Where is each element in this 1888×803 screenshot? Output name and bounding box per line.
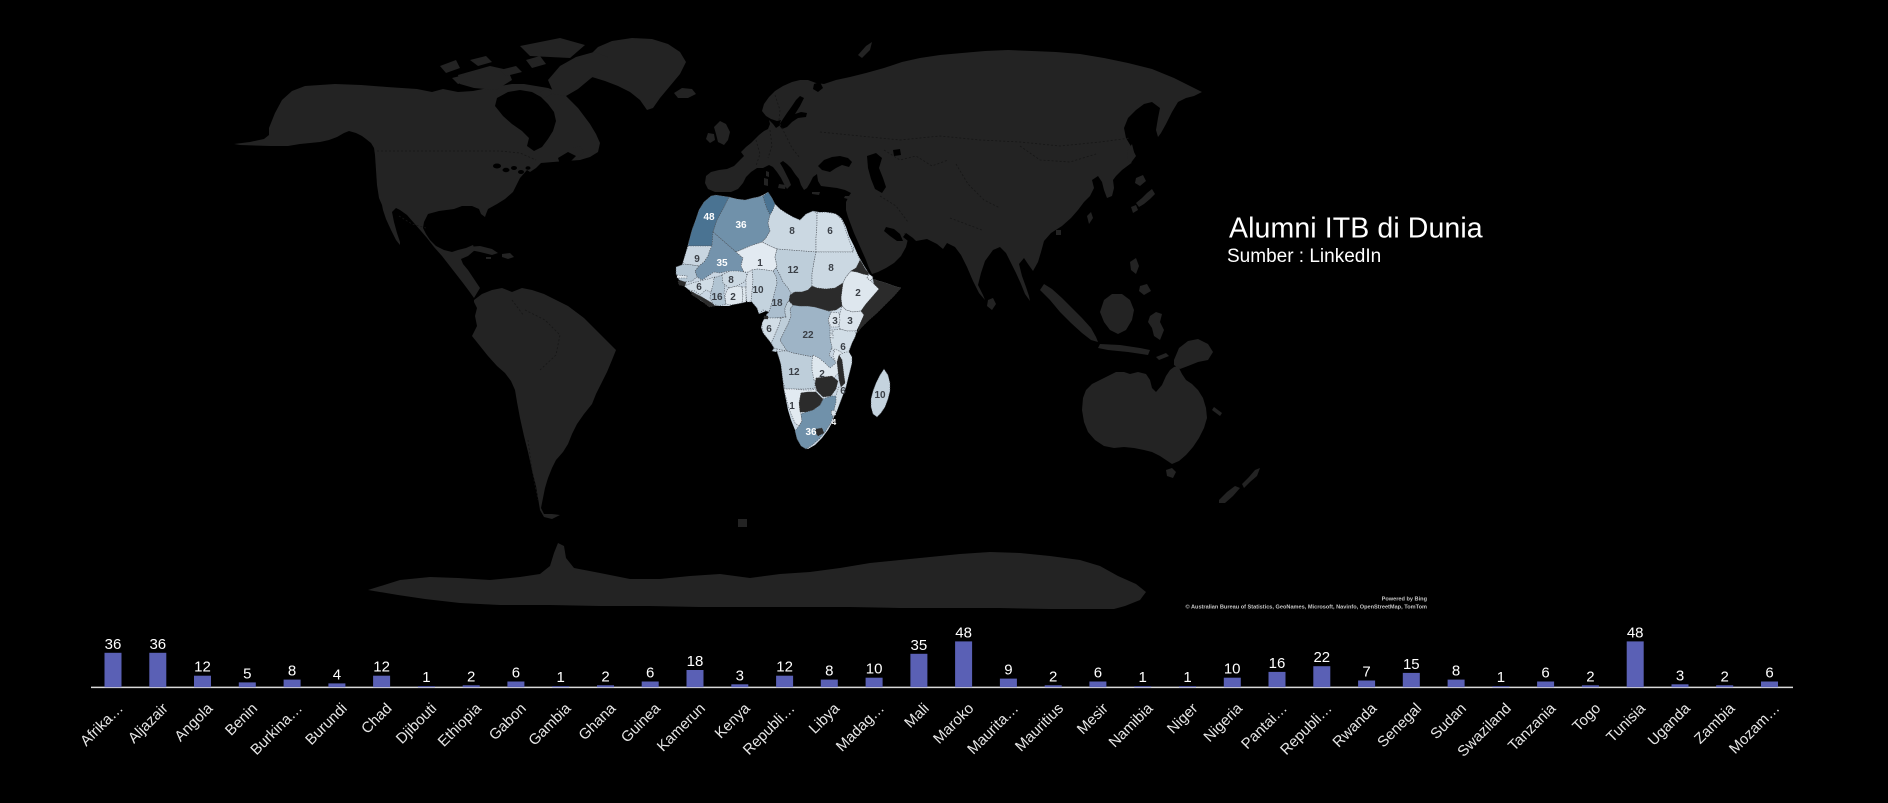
svg-text:6: 6 xyxy=(840,386,846,397)
svg-text:8: 8 xyxy=(828,263,834,274)
svg-text:35: 35 xyxy=(911,637,928,654)
svg-text:48: 48 xyxy=(955,624,972,641)
svg-text:1: 1 xyxy=(1139,669,1147,686)
svg-text:2: 2 xyxy=(601,668,609,685)
svg-text:8: 8 xyxy=(825,663,833,680)
svg-text:12: 12 xyxy=(194,659,211,676)
svg-text:6: 6 xyxy=(766,324,772,335)
svg-text:36: 36 xyxy=(149,636,166,653)
svg-text:48: 48 xyxy=(703,212,715,223)
svg-text:1: 1 xyxy=(422,669,430,686)
svg-text:12: 12 xyxy=(787,265,799,276)
svg-text:8: 8 xyxy=(288,663,296,680)
svg-text:Alumni ITB di Dunia: Alumni ITB di Dunia xyxy=(1229,213,1483,245)
svg-text:8: 8 xyxy=(1452,663,1460,680)
svg-text:2: 2 xyxy=(819,369,825,380)
svg-text:4: 4 xyxy=(333,666,341,683)
svg-text:8: 8 xyxy=(789,226,795,237)
svg-text:9: 9 xyxy=(1004,662,1012,679)
svg-text:22: 22 xyxy=(802,330,814,341)
svg-text:6: 6 xyxy=(827,226,833,237)
svg-text:6: 6 xyxy=(1541,665,1549,682)
svg-text:5: 5 xyxy=(243,665,251,682)
svg-text:6: 6 xyxy=(840,342,846,353)
svg-text:16: 16 xyxy=(1269,655,1286,672)
svg-text:7: 7 xyxy=(1362,664,1370,681)
svg-text:2: 2 xyxy=(1721,668,1729,685)
svg-text:1: 1 xyxy=(1497,669,1505,686)
svg-text:2: 2 xyxy=(1586,668,1594,685)
svg-text:3: 3 xyxy=(832,316,838,327)
svg-text:2: 2 xyxy=(1049,668,1057,685)
svg-text:36: 36 xyxy=(805,427,817,438)
svg-text:6: 6 xyxy=(1094,665,1102,682)
svg-text:6: 6 xyxy=(1765,665,1773,682)
svg-text:3: 3 xyxy=(736,667,744,684)
svg-text:© Australian Bureau of Statist: © Australian Bureau of Statistics, GeoNa… xyxy=(1186,604,1428,611)
svg-text:18: 18 xyxy=(771,298,783,309)
svg-text:Sumber : LinkedIn: Sumber : LinkedIn xyxy=(1227,246,1381,267)
svg-text:16: 16 xyxy=(711,292,723,303)
svg-text:22: 22 xyxy=(1313,649,1330,666)
svg-text:3: 3 xyxy=(847,316,853,327)
svg-text:15: 15 xyxy=(1403,656,1420,673)
svg-text:9: 9 xyxy=(694,254,700,265)
svg-text:36: 36 xyxy=(105,636,122,653)
svg-text:Powered by Bing: Powered by Bing xyxy=(1382,597,1428,603)
svg-text:1: 1 xyxy=(557,669,565,686)
svg-text:10: 10 xyxy=(874,390,886,401)
svg-text:10: 10 xyxy=(1224,661,1241,678)
svg-text:8: 8 xyxy=(728,275,734,286)
svg-text:12: 12 xyxy=(788,367,800,378)
svg-text:6: 6 xyxy=(646,665,654,682)
svg-text:4: 4 xyxy=(832,418,837,427)
svg-text:3: 3 xyxy=(1676,667,1684,684)
svg-text:36: 36 xyxy=(735,220,747,231)
svg-text:6: 6 xyxy=(696,282,702,293)
svg-text:2: 2 xyxy=(855,288,861,299)
svg-text:10: 10 xyxy=(866,661,883,678)
svg-text:1: 1 xyxy=(757,258,763,269)
svg-text:18: 18 xyxy=(687,653,704,670)
svg-text:1: 1 xyxy=(1183,669,1191,686)
svg-text:10: 10 xyxy=(752,285,764,296)
svg-text:48: 48 xyxy=(1627,624,1644,641)
svg-text:12: 12 xyxy=(776,659,793,676)
svg-text:6: 6 xyxy=(512,665,520,682)
svg-text:35: 35 xyxy=(716,258,728,269)
svg-text:12: 12 xyxy=(373,659,390,676)
svg-text:1: 1 xyxy=(789,401,795,412)
svg-text:2: 2 xyxy=(467,668,475,685)
svg-text:2: 2 xyxy=(730,292,736,303)
